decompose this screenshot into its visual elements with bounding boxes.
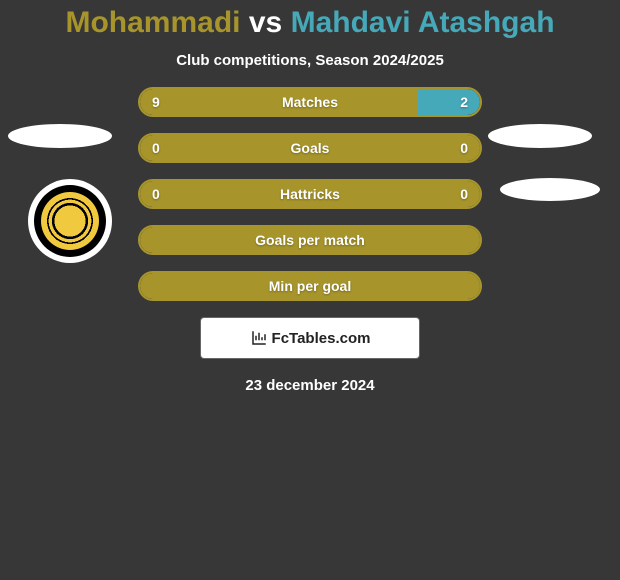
bar-chart-icon bbox=[250, 329, 268, 347]
stat-bar-right bbox=[418, 89, 480, 115]
stat-label: Goals bbox=[291, 140, 330, 156]
footer-date: 23 december 2024 bbox=[0, 359, 620, 394]
page-title: Mohammadi vs Mahdavi Atashgah bbox=[0, 0, 620, 46]
stat-value-right: 2 bbox=[460, 94, 468, 110]
stat-value-left: 0 bbox=[152, 140, 160, 156]
stat-value-left: 0 bbox=[152, 186, 160, 202]
stat-bar-left bbox=[140, 89, 418, 115]
stat-row: Min per goal bbox=[138, 271, 482, 301]
brand-box: FcTables.com bbox=[200, 317, 420, 359]
stat-label: Goals per match bbox=[255, 232, 365, 248]
stat-row: 9 2 Matches bbox=[138, 87, 482, 117]
stat-row: 0 0 Hattricks bbox=[138, 179, 482, 209]
player2-photo-placeholder bbox=[488, 124, 592, 148]
title-player2: Mahdavi Atashgah bbox=[291, 6, 555, 39]
club-badge-sun-icon bbox=[41, 192, 99, 250]
club-badge-inner bbox=[34, 185, 106, 257]
stat-rows: 9 2 Matches 0 0 Goals 0 0 Hattricks Goals per mat… bbox=[138, 87, 482, 301]
title-player1: Mohammadi bbox=[65, 6, 240, 39]
title-vs: vs bbox=[249, 6, 282, 39]
stat-label: Min per goal bbox=[269, 278, 351, 294]
player1-club-badge bbox=[28, 179, 112, 263]
stat-value-right: 0 bbox=[460, 140, 468, 156]
brand-label: FcTables.com bbox=[272, 330, 371, 347]
stat-row: 0 0 Goals bbox=[138, 133, 482, 163]
stat-label: Matches bbox=[282, 94, 338, 110]
player2-club-placeholder bbox=[500, 178, 600, 201]
subtitle: Club competitions, Season 2024/2025 bbox=[0, 46, 620, 87]
stat-value-left: 9 bbox=[152, 94, 160, 110]
stat-value-right: 0 bbox=[460, 186, 468, 202]
comparison-infographic: Mohammadi vs Mahdavi Atashgah Club compe… bbox=[0, 0, 620, 580]
stat-row: Goals per match bbox=[138, 225, 482, 255]
player1-photo-placeholder bbox=[8, 124, 112, 148]
stat-label: Hattricks bbox=[280, 186, 340, 202]
